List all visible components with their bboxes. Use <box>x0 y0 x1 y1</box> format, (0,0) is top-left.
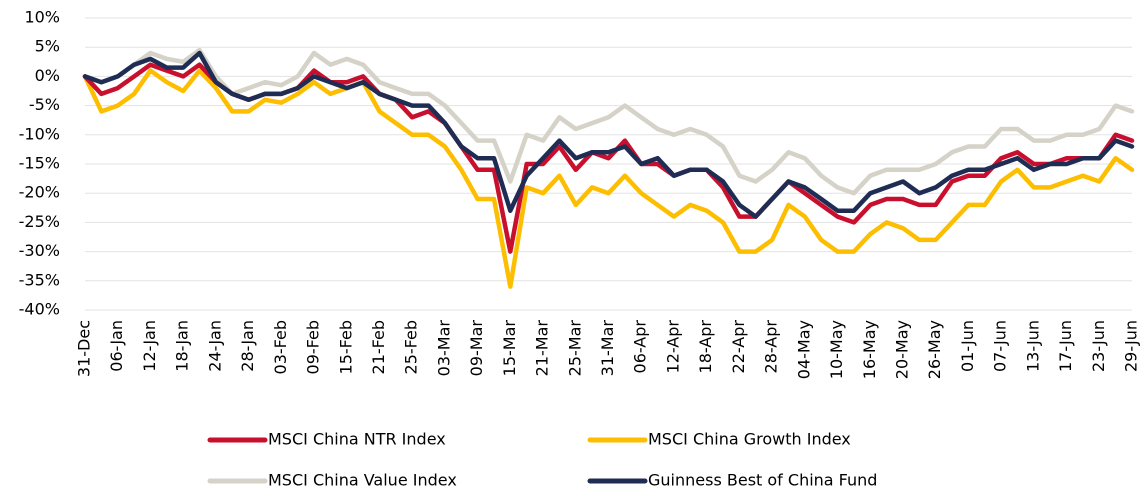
x-tick-label: 24-Jan <box>205 320 224 372</box>
x-tick-label: 18-Jan <box>173 320 192 372</box>
x-tick-label: 06-Apr <box>631 320 650 374</box>
x-tick-label: 06-Jan <box>107 320 126 372</box>
series-line <box>82 50 1135 219</box>
x-tick-label: 23-Jun <box>1089 320 1108 372</box>
x-tick-label: 28-Jan <box>238 320 257 372</box>
legend-label: MSCI China NTR Index <box>268 430 446 449</box>
series-line <box>82 47 1135 196</box>
y-tick-label: 0% <box>35 66 60 85</box>
x-tick-label: 17-Jun <box>1056 320 1075 372</box>
x-tick-label: 12-Apr <box>663 320 682 374</box>
y-tick-label: 10% <box>24 8 60 27</box>
y-tick-label: -20% <box>19 183 60 202</box>
x-tick-label: 22-Apr <box>729 320 748 374</box>
x-tick-label: 09-Mar <box>467 320 486 377</box>
y-tick-label: -25% <box>19 212 60 231</box>
x-tick-label: 03-Mar <box>434 320 453 377</box>
y-tick-label: -40% <box>19 300 60 319</box>
x-tick-label: 31-Dec <box>75 320 94 377</box>
legend-label: MSCI China Value Index <box>268 471 457 490</box>
y-tick-label: -10% <box>19 124 60 143</box>
x-tick-label: 31-Mar <box>598 320 617 377</box>
y-tick-label: -15% <box>19 154 60 173</box>
x-tick-label: 21-Feb <box>369 320 388 374</box>
y-tick-label: -35% <box>19 270 60 289</box>
x-tick-label: 01-Jun <box>958 320 977 372</box>
legend-label: Guinness Best of China Fund <box>648 471 877 490</box>
x-tick-label: 10-May <box>827 320 846 379</box>
x-tick-label: 15-Feb <box>336 320 355 374</box>
x-tick-label: 13-Jun <box>1023 320 1042 372</box>
x-tick-label: 04-May <box>794 320 813 379</box>
x-tick-label: 16-May <box>860 320 879 379</box>
y-tick-label: -5% <box>29 95 60 114</box>
x-tick-label: 12-Jan <box>140 320 159 372</box>
legend-label: MSCI China Growth Index <box>648 430 851 449</box>
x-tick-label: 07-Jun <box>991 320 1010 372</box>
x-tick-label: 26-May <box>925 320 944 379</box>
x-tick-label: 15-Mar <box>500 320 519 377</box>
x-tick-label: 25-Mar <box>565 320 584 377</box>
y-tick-label: -30% <box>19 241 60 260</box>
y-tick-label: 5% <box>35 37 60 56</box>
x-tick-label: 20-May <box>892 320 911 379</box>
x-tick-label: 29-Jun <box>1122 320 1141 372</box>
x-tick-label: 21-Mar <box>533 320 552 377</box>
x-tick-label: 25-Feb <box>402 320 421 374</box>
x-tick-label: 28-Apr <box>762 320 781 374</box>
x-tick-label: 09-Feb <box>304 320 323 374</box>
x-tick-label: 18-Apr <box>696 320 715 374</box>
series-line <box>82 68 1135 289</box>
x-tick-label: 03-Feb <box>271 320 290 374</box>
